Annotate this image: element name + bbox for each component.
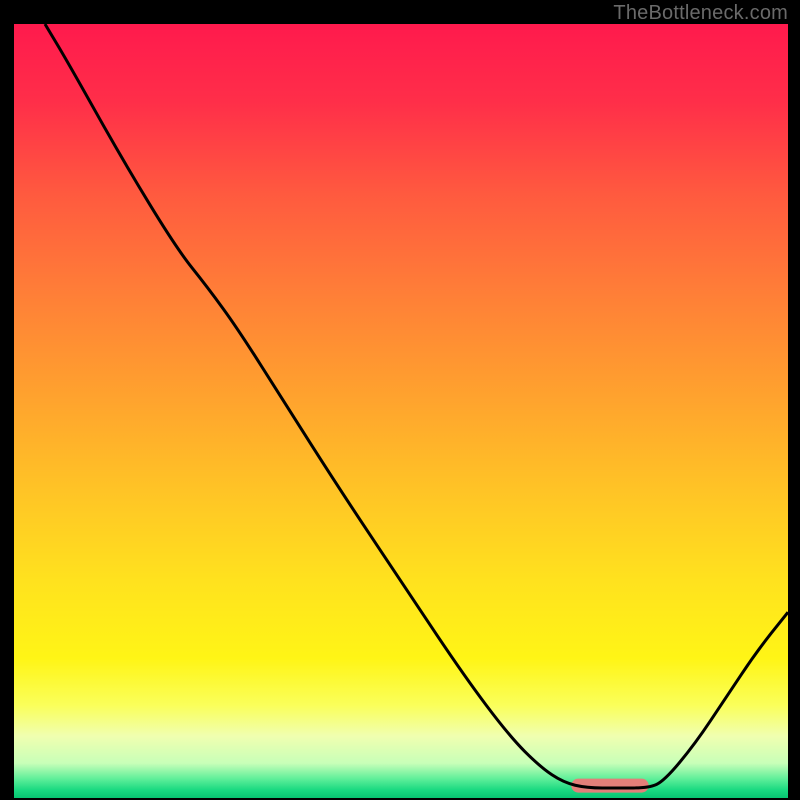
watermark-text: TheBottleneck.com xyxy=(613,2,788,25)
chart-curve xyxy=(14,24,788,798)
chart-plot-area xyxy=(14,24,788,772)
